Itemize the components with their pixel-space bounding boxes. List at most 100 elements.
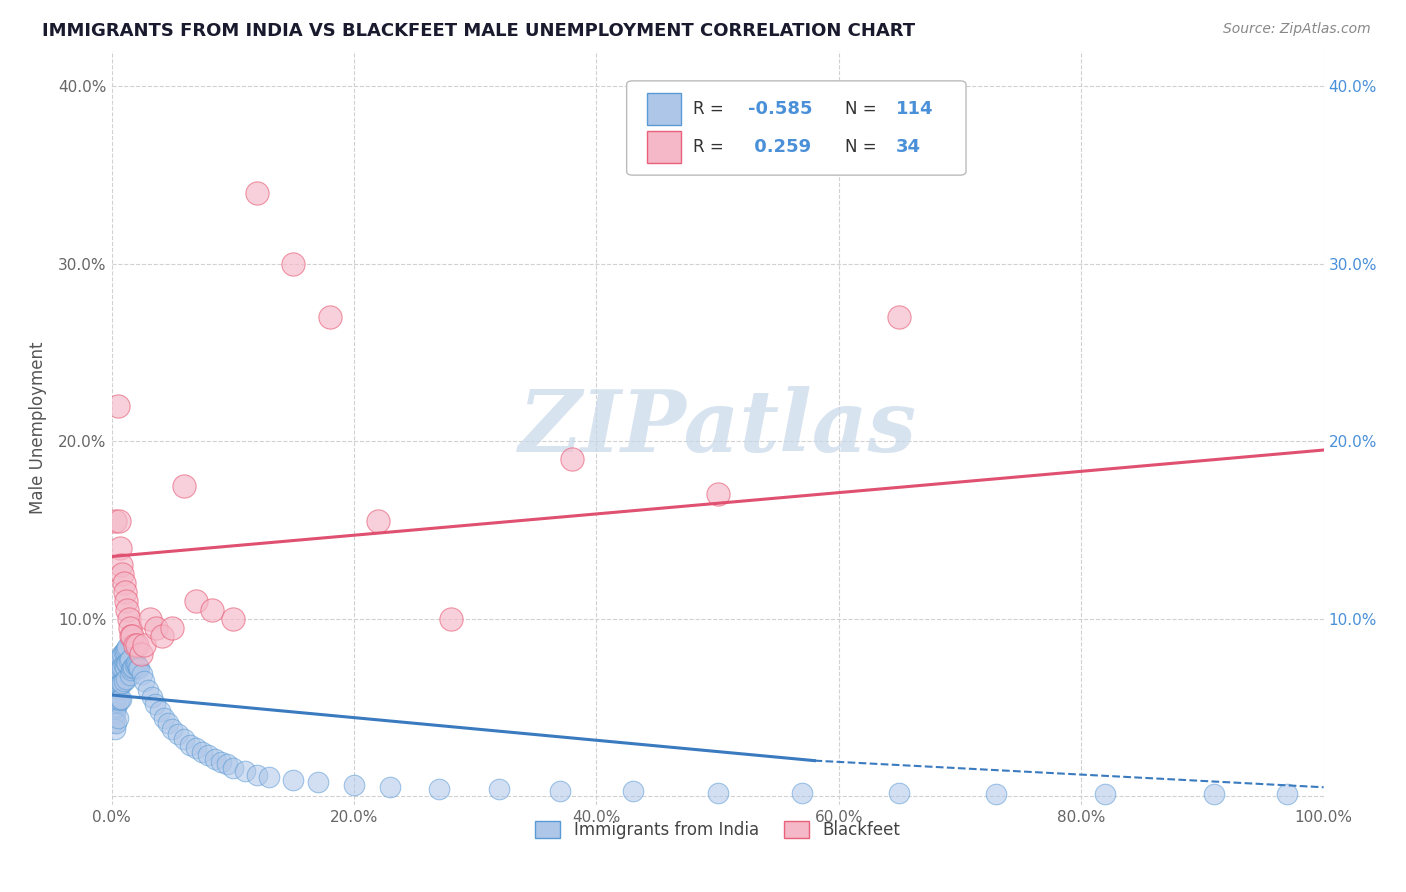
Point bbox=[215, 757, 238, 772]
Point bbox=[117, 612, 139, 626]
Point bbox=[1094, 788, 1116, 802]
Point bbox=[114, 643, 136, 657]
Point bbox=[108, 541, 131, 555]
Point bbox=[380, 780, 402, 795]
Point bbox=[191, 745, 214, 759]
Point bbox=[107, 652, 129, 666]
Point bbox=[283, 773, 305, 788]
Point bbox=[111, 659, 134, 673]
Point bbox=[104, 677, 127, 691]
Point bbox=[107, 711, 129, 725]
Text: -0.585: -0.585 bbox=[748, 100, 813, 118]
Point bbox=[107, 681, 129, 695]
Point bbox=[209, 756, 232, 770]
Point bbox=[889, 310, 911, 324]
Point bbox=[152, 629, 174, 643]
Point bbox=[186, 741, 208, 756]
Point bbox=[186, 594, 208, 608]
Point bbox=[117, 640, 139, 654]
Point bbox=[283, 257, 305, 271]
Text: 0.259: 0.259 bbox=[748, 138, 811, 156]
Point bbox=[115, 594, 138, 608]
Point bbox=[367, 514, 389, 528]
Point bbox=[105, 688, 128, 702]
Point bbox=[125, 638, 148, 652]
Point bbox=[115, 641, 138, 656]
Point bbox=[124, 638, 146, 652]
Point bbox=[561, 451, 583, 466]
Point bbox=[197, 748, 219, 763]
Point bbox=[548, 784, 571, 798]
Point bbox=[112, 657, 135, 672]
Point bbox=[112, 673, 135, 688]
Point bbox=[104, 722, 127, 736]
Point bbox=[427, 782, 450, 797]
Point bbox=[101, 704, 124, 718]
Point bbox=[179, 738, 201, 752]
Point bbox=[104, 514, 127, 528]
Point bbox=[122, 659, 145, 673]
Point bbox=[105, 716, 128, 731]
Point bbox=[131, 666, 153, 681]
Point bbox=[141, 690, 163, 704]
Point bbox=[246, 186, 269, 200]
Point bbox=[125, 657, 148, 672]
Point bbox=[621, 784, 644, 798]
Point bbox=[101, 691, 124, 706]
Point bbox=[107, 693, 129, 707]
Point bbox=[318, 310, 340, 324]
Point bbox=[112, 576, 135, 591]
Point bbox=[103, 714, 125, 729]
Point bbox=[134, 673, 156, 688]
Text: N =: N = bbox=[845, 100, 882, 118]
FancyBboxPatch shape bbox=[647, 131, 681, 163]
Point bbox=[246, 768, 269, 782]
Point bbox=[108, 650, 131, 665]
Point bbox=[136, 682, 159, 697]
Point bbox=[117, 654, 139, 668]
Point bbox=[118, 668, 141, 682]
Point bbox=[120, 629, 142, 643]
Point bbox=[108, 691, 131, 706]
Point bbox=[108, 663, 131, 677]
Point bbox=[107, 668, 129, 682]
Point bbox=[103, 686, 125, 700]
Point bbox=[118, 620, 141, 634]
Point bbox=[143, 697, 166, 711]
Text: IMMIGRANTS FROM INDIA VS BLACKFEET MALE UNEMPLOYMENT CORRELATION CHART: IMMIGRANTS FROM INDIA VS BLACKFEET MALE … bbox=[42, 22, 915, 40]
Point bbox=[233, 764, 256, 779]
Point bbox=[121, 629, 143, 643]
Point bbox=[1204, 788, 1226, 802]
Point bbox=[149, 704, 172, 718]
Point bbox=[343, 779, 366, 793]
Text: N =: N = bbox=[845, 138, 882, 156]
Point bbox=[110, 661, 132, 675]
Point bbox=[121, 661, 143, 675]
Point bbox=[134, 638, 156, 652]
Point bbox=[120, 663, 142, 677]
Point bbox=[124, 657, 146, 672]
FancyBboxPatch shape bbox=[647, 93, 681, 125]
Point bbox=[111, 675, 134, 690]
Point bbox=[127, 659, 149, 673]
Point bbox=[104, 706, 127, 720]
Point bbox=[110, 675, 132, 690]
Point bbox=[110, 648, 132, 663]
Point bbox=[167, 727, 190, 741]
Text: 34: 34 bbox=[896, 138, 921, 156]
Point bbox=[440, 612, 463, 626]
Point bbox=[173, 732, 195, 747]
Y-axis label: Male Unemployment: Male Unemployment bbox=[30, 342, 46, 514]
Point bbox=[986, 788, 1008, 802]
Point bbox=[488, 782, 510, 797]
Point bbox=[129, 647, 152, 661]
Point bbox=[157, 716, 180, 731]
Point bbox=[107, 656, 129, 670]
Point bbox=[115, 656, 138, 670]
Point bbox=[104, 691, 127, 706]
Text: R =: R = bbox=[693, 100, 730, 118]
Point bbox=[139, 612, 162, 626]
Point bbox=[107, 679, 129, 693]
Point bbox=[105, 673, 128, 688]
Point bbox=[792, 786, 814, 800]
